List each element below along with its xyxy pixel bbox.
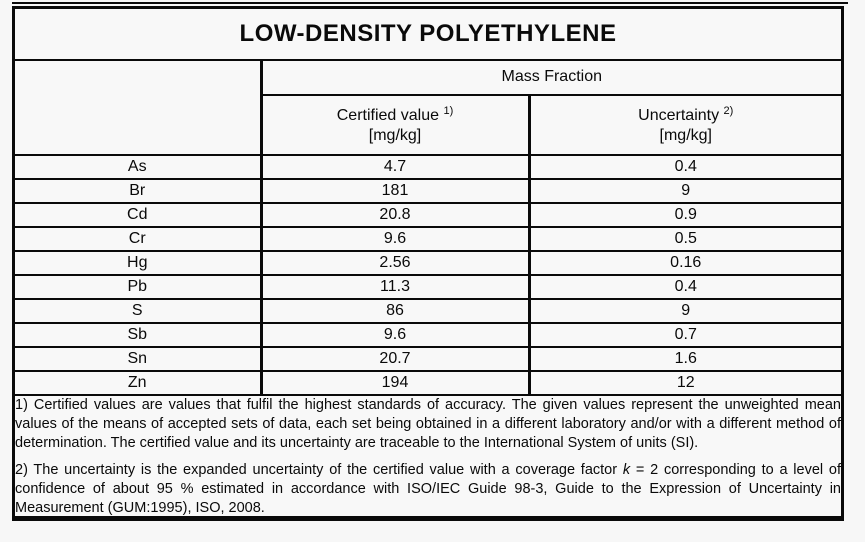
element-cell: Cd xyxy=(15,203,263,228)
uncertainty-cell: 1.6 xyxy=(529,347,841,372)
certified-value-cell: 9.6 xyxy=(261,227,531,252)
element-cell: Br xyxy=(15,179,263,204)
element-cell: Pb xyxy=(15,275,263,300)
element-cell: Sb xyxy=(15,323,263,348)
uncertainty-unit: [mg/kg] xyxy=(659,126,712,144)
certified-value-label: Certified value xyxy=(336,107,440,125)
uncertainty-cell: 0.16 xyxy=(529,251,841,276)
certificate-table: LOW-DENSITY POLYETHYLENE Mass Fraction C… xyxy=(15,9,841,526)
table-row-br: Br 181 9 xyxy=(15,179,841,204)
corner-empty-cell xyxy=(15,60,263,156)
column-header-row: Certified value 1) [mg/kg] Uncertainty 2… xyxy=(15,95,841,156)
table-row-s: S 86 9 xyxy=(15,299,841,324)
uncertainty-cell: 0.4 xyxy=(529,275,841,300)
certified-value-cell: 181 xyxy=(261,179,531,204)
uncertainty-cell: 0.7 xyxy=(529,323,841,348)
table-row-zn: Zn 194 12 xyxy=(15,371,841,396)
certified-value-cell: 86 xyxy=(261,299,531,324)
certified-value-cell: 11.3 xyxy=(261,275,531,300)
element-cell: As xyxy=(15,155,263,180)
page-top-rule xyxy=(12,2,848,4)
title-row: LOW-DENSITY POLYETHYLENE xyxy=(15,9,841,61)
group-header-row: Mass Fraction xyxy=(15,60,841,156)
page-title: LOW-DENSITY POLYETHYLENE xyxy=(239,20,617,48)
uncertainty-cell: 9 xyxy=(529,179,841,204)
element-cell: Zn xyxy=(15,371,263,396)
table-row-cd: Cd 20.8 0.9 xyxy=(15,203,841,228)
table-row-hg: Hg 2.56 0.16 xyxy=(15,251,841,276)
coverage-factor-k: k xyxy=(622,462,631,478)
uncertainty-cell: 12 xyxy=(529,371,841,396)
uncertainty-cell: 0.9 xyxy=(529,203,841,228)
element-cell: S xyxy=(15,299,263,324)
uncertainty-cell: 0.4 xyxy=(529,155,841,180)
certified-value-cell: 2.56 xyxy=(261,251,531,276)
certificate-table-frame: LOW-DENSITY POLYETHYLENE Mass Fraction C… xyxy=(12,6,844,521)
column-header-certified-value: Certified value 1) [mg/kg] xyxy=(261,95,531,156)
footnote-1: 1) Certified values are values that fulf… xyxy=(15,397,841,451)
certified-value-cell: 20.7 xyxy=(261,347,531,372)
uncertainty-cell: 9 xyxy=(529,299,841,324)
certified-value-cell: 194 xyxy=(261,371,531,396)
column-header-uncertainty: Uncertainty 2) [mg/kg] xyxy=(529,95,841,156)
element-cell: Sn xyxy=(15,347,263,372)
footnote-marker-1: 1) xyxy=(443,105,454,118)
element-cell: Cr xyxy=(15,227,263,252)
uncertainty-label: Uncertainty xyxy=(638,107,720,125)
footnotes-row: 1) Certified values are values that fulf… xyxy=(15,395,841,526)
table-row-pb: Pb 11.3 0.4 xyxy=(15,275,841,300)
certified-value-cell: 20.8 xyxy=(261,203,531,228)
table-row-sb: Sb 9.6 0.7 xyxy=(15,323,841,348)
footnotes-cell: 1) Certified values are values that fulf… xyxy=(15,395,841,526)
mass-fraction-header: Mass Fraction xyxy=(261,60,841,96)
table-row-sn: Sn 20.7 1.6 xyxy=(15,347,841,372)
element-cell: Hg xyxy=(15,251,263,276)
table-row-cr: Cr 9.6 0.5 xyxy=(15,227,841,252)
certified-value-unit: [mg/kg] xyxy=(368,126,422,144)
table-row-as: As 4.7 0.4 xyxy=(15,155,841,180)
certified-value-cell: 9.6 xyxy=(261,323,531,348)
certified-value-cell: 4.7 xyxy=(261,155,531,180)
footnote-2: 2) The uncertainty is the expanded uncer… xyxy=(15,462,841,516)
footnote-marker-2: 2) xyxy=(723,105,734,118)
uncertainty-cell: 0.5 xyxy=(529,227,841,252)
